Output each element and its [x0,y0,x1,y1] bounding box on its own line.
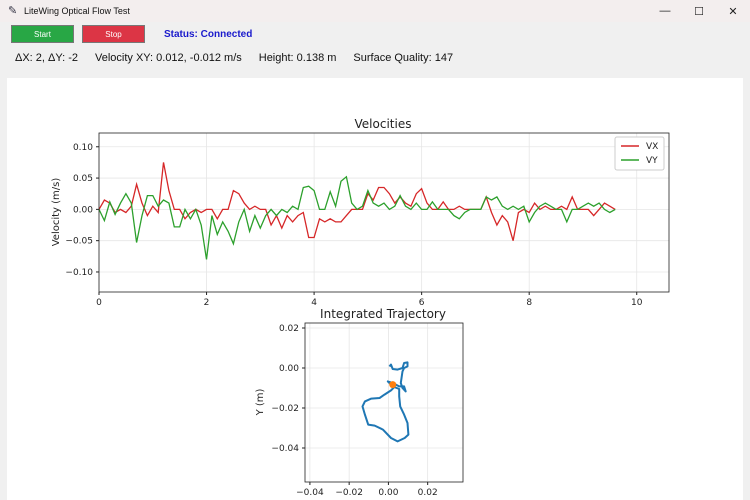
connection-status: Status: Connected [164,28,253,40]
velocity-x-tick-label: 2 [204,298,210,308]
delta-readout: ΔX: 2, ΔY: -2 [15,52,78,64]
trajectory-y-tick-label: 0.02 [279,324,299,334]
velocity-x-tick-label: 0 [96,298,102,308]
velocity-x-tick-label: 10 [631,298,643,308]
toolbar: Start Stop Status: Connected [11,25,252,43]
series-line-vx [98,162,616,241]
velocity-y-tick-label: 0.10 [73,143,93,153]
velocity-y-tick-label: −0.10 [65,268,93,278]
trajectory-axes-frame [304,322,464,483]
trajectory-x-tick-label: −0.02 [335,488,363,498]
velocity-y-tick-label: −0.05 [65,237,93,247]
velocity-x-tick-label: 4 [311,298,317,308]
window-title: LiteWing Optical Flow Test [24,6,130,16]
title-bar: ✎ LiteWing Optical Flow Test — ☐ ✕ [0,0,750,22]
velocity-readout: Velocity XY: 0.012, -0.012 m/s [95,52,242,64]
legend-label-vx: VX [646,142,658,152]
surface-quality-readout: Surface Quality: 147 [353,52,454,64]
velocity-y-tick-label: 0.00 [73,205,93,215]
velocity-x-tick-label: 8 [526,298,532,308]
velocity-y-tick-label: 0.05 [73,174,93,184]
stop-button[interactable]: Stop [82,25,145,43]
trajectory-path [361,361,410,443]
trajectory-x-tick-label: 0.00 [378,488,398,498]
trajectory-x-tick-label: −0.04 [296,488,324,498]
trajectory-y-tick-label: −0.02 [271,404,299,414]
current-position-marker [389,381,397,389]
velocity-y-label: Velocity (m/s) [51,178,62,247]
trajectory-y-label: Y (m) [255,388,266,416]
series-line-vy [98,175,616,260]
velocity-legend: VX VY [614,136,665,171]
feather-app-icon: ✎ [8,5,18,17]
trajectory-x-tick-label: 0.02 [418,488,438,498]
velocity-x-tick-label: 6 [419,298,425,308]
legend-label-vy: VY [646,156,658,166]
close-button[interactable]: ✕ [728,5,738,18]
trajectory-chart-title: Integrated Trajectory [320,307,446,321]
trajectory-y-tick-label: −0.04 [271,444,299,454]
minimize-button[interactable]: — [659,5,671,17]
sensor-readouts: ΔX: 2, ΔY: -2 Velocity XY: 0.012, -0.012… [15,52,470,64]
velocity-axes-frame [98,132,670,293]
maximize-button[interactable]: ☐ [694,5,704,18]
velocity-chart-title: Velocities [355,117,412,131]
start-button[interactable]: Start [11,25,74,43]
trajectory-y-tick-label: 0.00 [279,364,299,374]
height-readout: Height: 0.138 m [258,52,337,64]
